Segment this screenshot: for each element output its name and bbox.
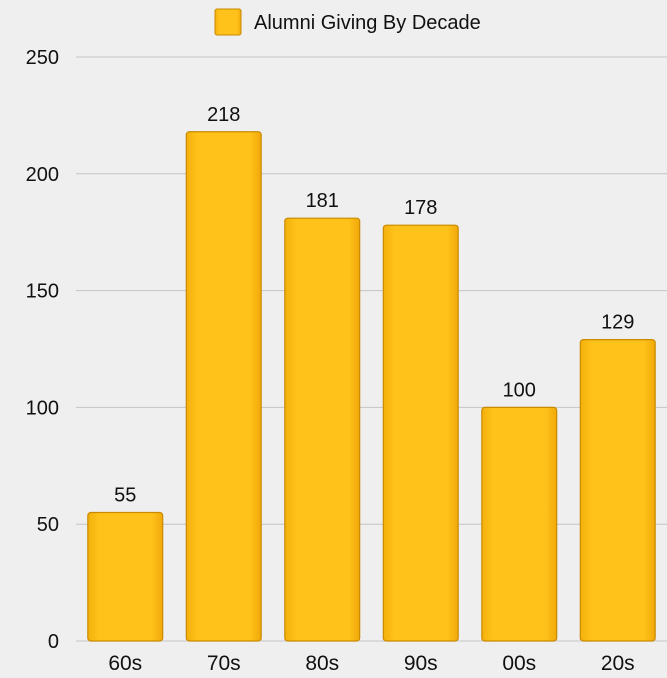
- y-tick-label: 100: [26, 397, 59, 419]
- x-tick-label: 80s: [305, 652, 339, 673]
- bar-00s[interactable]: [481, 406, 558, 642]
- data-label: 181: [306, 190, 339, 212]
- y-tick-label: 200: [26, 164, 59, 186]
- x-tick-label: 00s: [502, 652, 536, 673]
- legend-swatch: [214, 8, 242, 36]
- data-label: 129: [601, 312, 634, 334]
- x-tick-label: 60s: [108, 652, 142, 673]
- bars: [87, 131, 656, 642]
- x-axis-ticks: 60s 70s 80s 90s 00s 20s: [108, 652, 635, 675]
- y-tick-label: 250: [26, 47, 59, 69]
- bar-80s[interactable]: [284, 217, 361, 642]
- x-tick-label: 20s: [601, 652, 635, 673]
- gridlines: [76, 56, 667, 642]
- legend-label: Alumni Giving By Decade: [254, 12, 481, 34]
- bar-90s[interactable]: [382, 224, 459, 642]
- legend[interactable]: Alumni Giving By Decade: [214, 8, 481, 36]
- y-tick-label: 50: [37, 514, 59, 536]
- data-label: 100: [503, 379, 536, 401]
- y-tick-label: 150: [26, 281, 59, 303]
- x-tick-label: 70s: [207, 652, 241, 673]
- bar-70s[interactable]: [185, 131, 262, 642]
- data-labels: 55 218 181 178 100 129: [114, 104, 634, 507]
- y-axis-ticks: 0 50 100 150 200 250: [26, 47, 59, 653]
- y-tick-label: 0: [48, 631, 59, 653]
- bar-20s[interactable]: [579, 339, 656, 642]
- data-label: 55: [114, 485, 136, 507]
- data-label: 178: [404, 197, 437, 219]
- x-tick-label: 90s: [404, 652, 438, 673]
- bar-60s[interactable]: [87, 511, 164, 642]
- data-label: 218: [207, 104, 240, 126]
